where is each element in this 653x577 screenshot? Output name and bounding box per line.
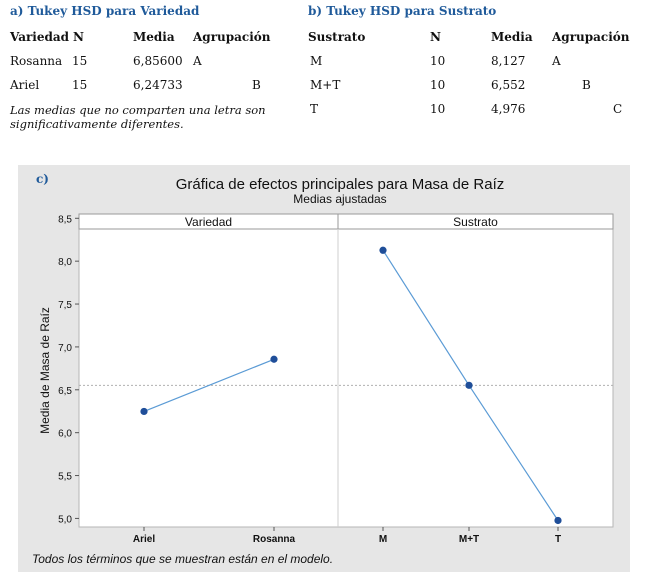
row-name: T [310, 102, 319, 116]
row-group: B [582, 78, 591, 92]
plot-area [78, 213, 614, 528]
row-mean: 6,552 [491, 78, 526, 92]
header-n: N [430, 30, 441, 44]
header-agrupacion: Agrupación [193, 30, 271, 44]
chart-subtitle: Medias ajustadas [293, 192, 386, 206]
main-effects-chart: c) Gráfica de efectos principales para Ma… [32, 172, 614, 566]
panel-label: c) [36, 172, 49, 186]
row-n: 15 [72, 54, 88, 68]
header-media: Media [491, 30, 533, 44]
note-line: Las medias que no comparten una letra so… [10, 103, 266, 117]
data-point [140, 407, 148, 416]
row-n: 15 [72, 78, 88, 92]
note-line: significativamente diferentes. [10, 117, 184, 131]
y-tick-label: 7,5 [58, 300, 72, 311]
y-tick-label: 8,0 [58, 257, 72, 268]
row-name: Ariel [10, 78, 40, 92]
data-point [379, 246, 387, 254]
tukey-variedad-title: a) Tukey HSD para Variedad [10, 4, 200, 18]
row-mean: 4,976 [491, 102, 526, 116]
tukey-note: Las medias que no comparten una letra so… [10, 103, 280, 131]
tukey-sustrato-title: b) Tukey HSD para Sustrato [308, 4, 497, 18]
row-name: M [310, 54, 323, 68]
y-tick-label: 8,5 [58, 214, 72, 225]
row-n: 10 [430, 54, 446, 68]
row-mean: 6,24733 [133, 78, 183, 92]
facet-label-sustrato: Sustrato [453, 215, 498, 229]
y-tick-label: 5,0 [58, 514, 72, 525]
row-group: B [252, 78, 261, 92]
row-group: C [613, 102, 623, 116]
row-name: M+T [310, 78, 341, 92]
facet-header-sustrato [337, 213, 614, 230]
header-variedad: Variedad [10, 30, 70, 44]
row-group: A [193, 54, 202, 68]
row-name: Rosanna [10, 54, 63, 68]
row-n: 10 [430, 102, 446, 116]
header-sustrato: Sustrato [308, 30, 366, 44]
chart-footnote: Todos los términos que se muestran están… [32, 552, 333, 566]
y-tick-label: 5,5 [58, 472, 72, 483]
chart-title: Gráfica de efectos principales para Masa… [176, 176, 505, 193]
row-mean: 6,85600 [133, 54, 183, 68]
y-tick-label: 6,0 [58, 429, 72, 440]
header-n: N [73, 30, 84, 44]
facet-label-variedad: Variedad [185, 215, 232, 229]
x-tick-label: Rosanna [253, 534, 296, 545]
x-tick-label: T [555, 534, 561, 545]
series-line-variedad [143, 358, 275, 413]
header-media: Media [133, 30, 175, 44]
y-tick-label: 7,0 [58, 343, 72, 354]
main-effects-chart-panel: c) Gráfica de efectos principales para Ma… [18, 165, 630, 572]
data-point [270, 355, 278, 363]
header-agrupacion: Agrupación [552, 30, 630, 44]
row-mean: 8,127 [491, 54, 526, 68]
x-tick-label: M [379, 534, 387, 545]
data-point [465, 381, 473, 389]
y-axis-label: Media de Masa de Raíz [38, 307, 52, 434]
data-point [554, 516, 562, 525]
x-tick-label: Ariel [133, 534, 155, 545]
x-tick-label: M+T [459, 534, 479, 545]
row-group: A [552, 54, 561, 68]
y-tick-label: 6,5 [58, 386, 72, 397]
row-n: 10 [430, 78, 446, 92]
